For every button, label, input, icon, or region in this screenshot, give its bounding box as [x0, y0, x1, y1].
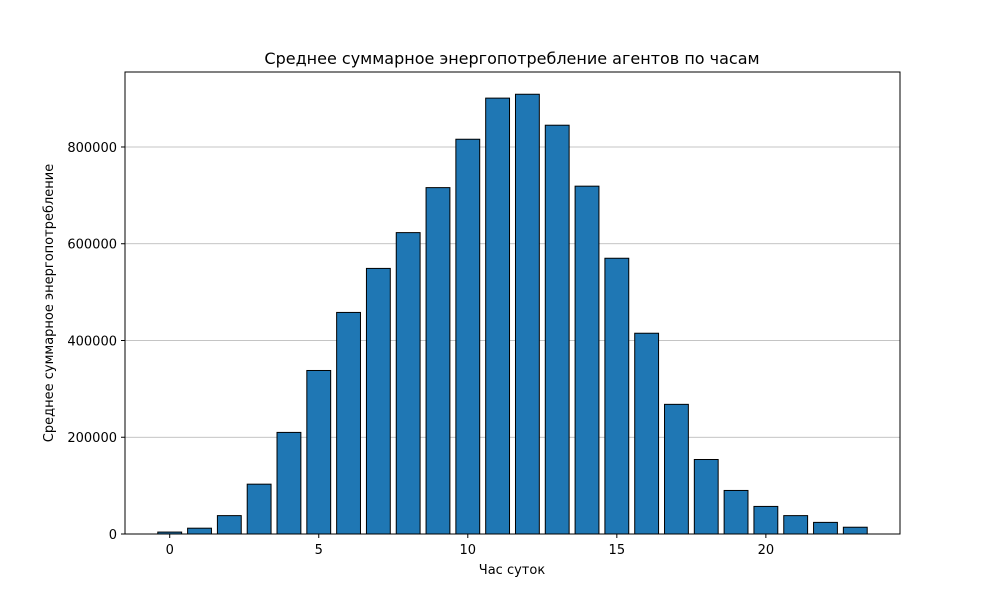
bar-hour-10	[455, 138, 481, 535]
bar-hour-8	[395, 232, 421, 535]
bar-hour-15	[604, 257, 630, 535]
bar-hour-18	[693, 458, 719, 535]
bar-hour-22	[813, 521, 838, 535]
chart-title: Среднее суммарное энергопотребление аген…	[264, 49, 759, 68]
y-tick-label: 600000	[67, 238, 117, 253]
bar-hour-4	[276, 431, 302, 535]
bar-hour-5	[306, 369, 332, 535]
bar-hour-3	[246, 483, 272, 535]
bars	[157, 93, 868, 535]
y-tick-label: 800000	[67, 141, 117, 156]
bar-hour-6	[336, 311, 361, 535]
x-axis-label: Час суток	[479, 563, 546, 578]
x-tick-label: 15	[609, 543, 626, 558]
y-tick-label: 200000	[67, 431, 117, 446]
bar-hour-14	[574, 185, 600, 535]
x-tick-label: 10	[460, 543, 477, 558]
x-tick-label: 5	[315, 543, 323, 558]
y-tick-label: 400000	[67, 334, 117, 349]
bar-hour-11	[485, 97, 511, 535]
bar-hour-19	[723, 489, 749, 535]
x-axis-ticks: 0 5 10 15 20	[166, 534, 775, 558]
bar-hour-1	[187, 527, 212, 535]
bar-hour-13	[544, 124, 570, 535]
plot-frame	[124, 71, 901, 535]
x-tick-label: 0	[166, 543, 174, 558]
y-axis-ticks: 0 200000 400000 600000 800000	[67, 141, 125, 543]
grid-lines	[125, 146, 900, 438]
y-tick-label: 0	[109, 528, 117, 543]
y-axis-label: Среднее суммарное энергопотребление	[42, 164, 57, 442]
bar-hour-21	[783, 515, 809, 535]
bar-hour-23	[842, 526, 868, 535]
bar-hour-9	[425, 187, 451, 535]
bar-hour-16	[634, 332, 660, 535]
x-tick-label: 20	[758, 543, 775, 558]
bar-hour-17	[664, 403, 689, 535]
bar-hour-2	[216, 515, 242, 535]
bar-hour-12	[514, 93, 540, 535]
bar-hour-7	[365, 267, 391, 535]
bar-hour-20	[753, 505, 779, 535]
